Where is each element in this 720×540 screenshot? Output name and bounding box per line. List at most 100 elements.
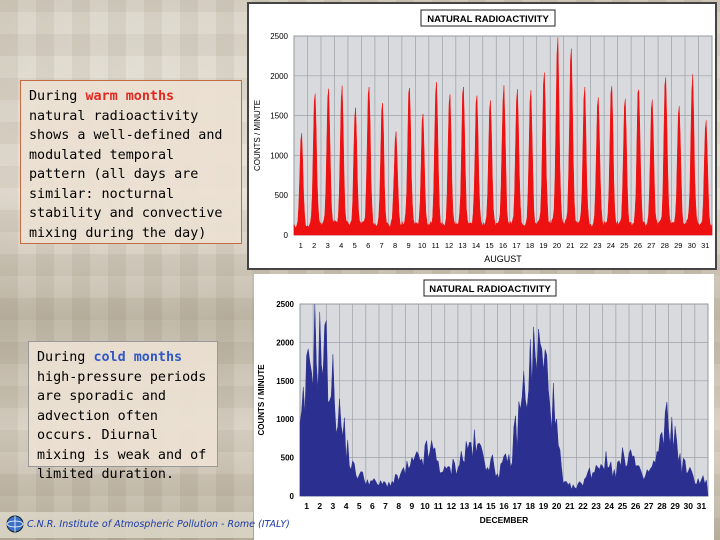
x-tick-label: 3 xyxy=(326,241,330,250)
august-day-peak xyxy=(549,37,564,236)
x-tick-label: 5 xyxy=(357,501,362,511)
august-day-peak xyxy=(307,93,322,236)
x-tick-label: 19 xyxy=(539,241,547,250)
x-tick-label: 23 xyxy=(593,241,601,250)
x-tick-label: 10 xyxy=(420,501,430,511)
x-tick-label: 15 xyxy=(486,501,496,511)
august-day-peak xyxy=(522,90,537,236)
august-chart-panel: NATURAL RADIOACTIVITY 0 500 1000 1500 2000 250… xyxy=(247,2,717,270)
y-tick-label: 0 xyxy=(290,492,295,501)
x-tick-label: 29 xyxy=(674,241,682,250)
y-tick-label: 1500 xyxy=(270,112,288,121)
august-day-peak xyxy=(536,72,551,236)
x-tick-label: 28 xyxy=(661,241,669,250)
institute-footer-text: C.N.R. Institute of Atmospheric Pollutio… xyxy=(27,519,290,530)
x-tick-label: 22 xyxy=(578,501,588,511)
august-day-peak xyxy=(644,99,659,236)
x-tick-label: 8 xyxy=(396,501,401,511)
august-day-peak xyxy=(698,120,713,236)
x-tick-label: 19 xyxy=(539,501,549,511)
august-day-peak xyxy=(684,74,699,236)
december-chart-panel: NATURAL RADIOACTIVITY 0 500 1000 1500 2000 250… xyxy=(254,274,714,540)
x-tick-label: 30 xyxy=(684,501,694,511)
august-radioactivity-chart: NATURAL RADIOACTIVITY 0 500 1000 1500 2000 250… xyxy=(253,9,713,264)
institute-footer: C.N.R. Institute of Atmospheric Pollutio… xyxy=(0,512,290,538)
y-tick-label: 500 xyxy=(281,454,295,463)
y-axis-label: COUNTS / MINUTE xyxy=(253,100,262,171)
x-tick-label: 21 xyxy=(566,241,574,250)
x-tick-label: 18 xyxy=(526,241,534,250)
x-tick-label: 7 xyxy=(383,501,388,511)
y-tick-label: 2000 xyxy=(270,72,288,81)
august-day-peak xyxy=(590,97,605,236)
december-series-area xyxy=(299,303,709,497)
x-tick-label: 5 xyxy=(353,241,357,250)
y-tick-label: 1000 xyxy=(270,151,288,160)
x-tick-label: 24 xyxy=(607,241,615,250)
x-tick-label: 27 xyxy=(647,241,655,250)
x-tick-label: 24 xyxy=(605,501,615,511)
y-tick-label: 1000 xyxy=(276,415,294,424)
august-day-peak xyxy=(388,131,403,236)
cnr-logo-icon xyxy=(6,515,24,533)
x-tick-label: 31 xyxy=(697,501,707,511)
x-tick-label: 8 xyxy=(393,241,397,250)
y-tick-label: 2500 xyxy=(270,32,288,41)
x-tick-label: 20 xyxy=(553,241,561,250)
y-tick-label: 1500 xyxy=(276,377,294,386)
y-tick-label: 0 xyxy=(284,231,289,240)
x-tick-label: 17 xyxy=(512,241,520,250)
august-day-peak xyxy=(347,107,362,236)
august-day-peak xyxy=(496,85,510,236)
x-tick-label: 12 xyxy=(445,241,453,250)
august-day-peak xyxy=(469,95,484,236)
august-day-peak xyxy=(630,89,645,236)
x-tick-label: 11 xyxy=(432,241,440,250)
august-day-peak xyxy=(482,100,497,236)
x-tick-label: 15 xyxy=(485,241,493,250)
august-day-peak xyxy=(603,86,618,236)
august-day-peak xyxy=(428,82,443,236)
x-tick-label: 17 xyxy=(512,501,522,511)
x-tick-label: 26 xyxy=(634,241,642,250)
x-tick-label: 26 xyxy=(631,501,641,511)
cold-note-body: high-pressure periods are sporadic and a… xyxy=(37,369,207,483)
x-tick-label: 28 xyxy=(657,501,667,511)
august-day-peak xyxy=(334,85,349,236)
x-tick-label: 14 xyxy=(472,241,480,250)
august-day-peak xyxy=(576,86,591,236)
x-tick-label: 9 xyxy=(407,241,411,250)
x-tick-label: 1 xyxy=(299,241,303,250)
chart-title-box xyxy=(420,9,556,27)
august-day-peak xyxy=(442,94,457,236)
august-day-peak xyxy=(455,86,470,236)
x-tick-label: 12 xyxy=(447,501,457,511)
x-tick-label: 13 xyxy=(458,241,466,250)
x-tick-label: 27 xyxy=(644,501,654,511)
august-day-peak xyxy=(671,106,686,236)
y-tick-label: 2000 xyxy=(276,338,294,347)
x-axis-label: DECEMBER xyxy=(480,515,529,525)
august-day-peak xyxy=(361,87,376,236)
august-day-peak xyxy=(617,98,632,236)
x-tick-label: 11 xyxy=(434,501,443,511)
x-tick-label: 25 xyxy=(620,241,628,250)
x-tick-label: 4 xyxy=(339,241,343,250)
x-tick-label: 9 xyxy=(410,501,415,511)
august-day-peak xyxy=(563,48,578,236)
x-tick-label: 6 xyxy=(370,501,375,511)
x-tick-label: 13 xyxy=(460,501,470,511)
warm-note-prefix: During xyxy=(29,89,86,104)
chart-title-box xyxy=(423,279,557,297)
august-day-peak xyxy=(293,133,308,236)
x-tick-label: 22 xyxy=(580,241,588,250)
august-day-peak xyxy=(374,103,389,236)
x-tick-label: 10 xyxy=(418,241,426,250)
x-tick-label: 20 xyxy=(552,501,562,511)
y-tick-label: 500 xyxy=(275,191,289,200)
x-tick-label: 6 xyxy=(366,241,370,250)
cold-months-note: During cold months high-pressure periods… xyxy=(28,341,218,482)
x-tick-label: 4 xyxy=(344,501,349,511)
x-tick-label: 16 xyxy=(499,501,509,511)
x-tick-label: 23 xyxy=(591,501,601,511)
